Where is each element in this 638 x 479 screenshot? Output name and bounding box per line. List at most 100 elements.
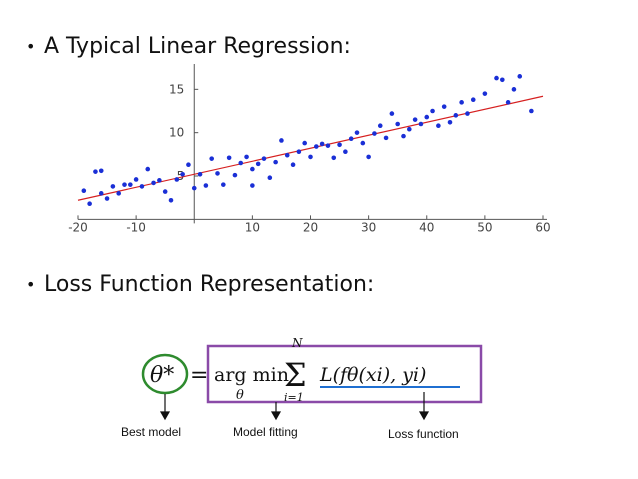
data-point xyxy=(197,171,203,177)
sum-upper-limit: N xyxy=(291,336,303,350)
data-point xyxy=(122,182,127,187)
data-point xyxy=(157,178,162,183)
scatter-points xyxy=(81,74,534,207)
data-point xyxy=(424,114,430,120)
objective-box xyxy=(206,344,483,404)
data-point xyxy=(273,159,278,165)
data-point xyxy=(81,188,87,194)
data-point xyxy=(314,144,319,149)
data-point xyxy=(255,161,261,167)
data-point xyxy=(337,142,342,148)
x-tick-label: 10 xyxy=(245,220,260,234)
data-point xyxy=(87,201,92,207)
data-point xyxy=(250,183,255,188)
theta-star-symbol: θ* xyxy=(150,363,174,388)
data-point xyxy=(267,175,273,181)
data-point xyxy=(500,77,505,83)
data-point xyxy=(296,149,302,155)
data-point xyxy=(128,182,133,187)
bullet-loss-function: • Loss Function Representation: xyxy=(26,272,374,297)
data-point xyxy=(325,143,331,148)
argmin-operator: arg min xyxy=(214,364,289,386)
bullet-linear-regression: • A Typical Linear Regression: xyxy=(26,34,351,59)
x-tick-label: 60 xyxy=(535,220,550,234)
data-point xyxy=(203,183,209,188)
data-point xyxy=(453,113,459,118)
sum-lower-limit: i=1 xyxy=(284,391,304,404)
data-point xyxy=(110,184,116,189)
data-point xyxy=(168,197,174,203)
arrowhead-model-fitting xyxy=(270,411,282,421)
data-point xyxy=(279,138,284,143)
data-point xyxy=(215,171,220,176)
y-tick-label: 10 xyxy=(169,126,184,140)
equals-sign: = xyxy=(190,363,208,388)
data-point xyxy=(459,100,464,105)
data-point xyxy=(407,126,412,132)
bullet-text: A Typical Linear Regression: xyxy=(44,34,351,59)
bullet-dot: • xyxy=(26,275,36,294)
data-point xyxy=(186,162,191,168)
bullet-text: Loss Function Representation: xyxy=(44,272,375,297)
argmin-subscript: θ xyxy=(236,388,244,403)
y-tick-label: 5 xyxy=(177,169,185,183)
data-point xyxy=(372,131,377,136)
data-point xyxy=(401,133,406,139)
x-tick-label: -10 xyxy=(126,220,146,234)
data-point xyxy=(360,140,366,146)
data-point xyxy=(302,140,307,146)
data-point xyxy=(436,123,441,129)
x-tick-label: 50 xyxy=(477,220,492,234)
data-point xyxy=(418,121,424,127)
data-point xyxy=(447,119,453,125)
data-point xyxy=(482,91,488,96)
x-tick-label: -20 xyxy=(68,220,88,234)
y-tick-label: 15 xyxy=(169,82,184,96)
arrowhead-best-model xyxy=(159,411,171,421)
data-point xyxy=(104,196,110,201)
data-point xyxy=(348,136,354,142)
data-point xyxy=(412,117,418,122)
data-point xyxy=(162,189,168,194)
data-point xyxy=(383,135,389,141)
data-point xyxy=(529,108,534,114)
data-point xyxy=(354,130,360,135)
caption-best-model: Best model xyxy=(121,425,181,439)
regression-scatter-plot: -20 -10 10 20 30 40 50 60 5 10 15 xyxy=(68,64,551,234)
caption-loss-function: Loss function xyxy=(388,427,459,441)
plot-ticks: -20 -10 10 20 30 40 50 60 5 10 15 xyxy=(68,82,550,234)
data-point xyxy=(139,184,145,189)
data-point xyxy=(377,123,383,129)
data-point xyxy=(93,169,98,174)
data-point xyxy=(366,154,371,160)
data-point xyxy=(98,168,104,174)
data-point xyxy=(517,74,523,79)
data-point xyxy=(250,166,255,172)
data-point xyxy=(145,166,151,172)
data-point xyxy=(465,111,470,116)
data-point xyxy=(430,108,435,114)
data-point xyxy=(319,141,325,147)
loss-expression: L(fθ(xi), yi) xyxy=(319,364,426,386)
data-point xyxy=(284,152,290,158)
best-model-circle xyxy=(141,353,189,395)
data-point xyxy=(174,177,180,182)
data-point xyxy=(221,182,226,187)
caption-model-fitting: Model fitting xyxy=(233,425,298,439)
data-point xyxy=(116,191,121,196)
data-point xyxy=(261,156,267,161)
plot-axes xyxy=(78,64,547,224)
data-point xyxy=(226,155,232,161)
data-point xyxy=(151,180,156,186)
bullet-dot: • xyxy=(26,37,36,56)
data-point xyxy=(331,155,337,161)
data-point xyxy=(232,172,238,178)
data-point xyxy=(470,97,476,103)
data-point xyxy=(244,154,249,160)
data-point xyxy=(505,100,511,105)
data-point xyxy=(238,160,244,166)
data-point xyxy=(209,156,214,161)
x-tick-label: 30 xyxy=(361,220,376,234)
sum-symbol: Σ xyxy=(284,356,307,394)
